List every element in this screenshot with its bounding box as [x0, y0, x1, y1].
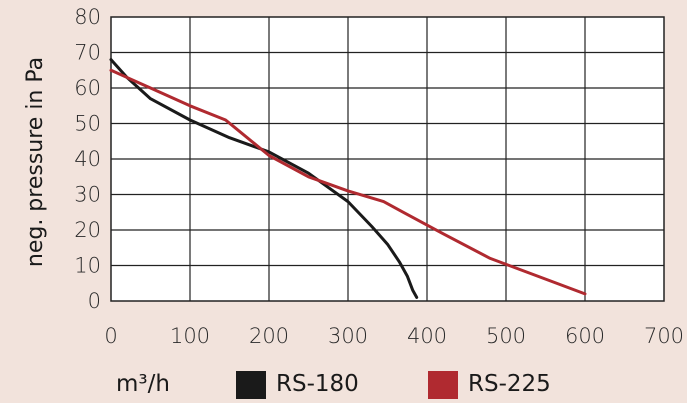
- x-axis-label: m³/h: [116, 371, 170, 397]
- series-lines: [109, 58, 587, 299]
- y-tick-label: 70: [74, 41, 101, 65]
- x-tick-label: 500: [486, 324, 526, 348]
- x-tick-label: 600: [565, 324, 605, 348]
- x-tick-labels: 0 100 200 300 400 500 600 700: [104, 324, 684, 348]
- y-tick-label: 80: [74, 5, 101, 29]
- x-tick-label: 100: [170, 324, 210, 348]
- y-tick-label: 10: [74, 254, 101, 278]
- x-tick-label: 400: [407, 324, 447, 348]
- y-axis-label: neg. pressure in Pa: [23, 57, 48, 267]
- legend-swatch-rs-225: [428, 371, 458, 399]
- series-line-rs-180: [109, 58, 419, 299]
- x-tick-label: 0: [104, 324, 117, 348]
- y-tick-labels: 0 10 20 30 40 50 60 70 80: [74, 5, 101, 313]
- y-tick-label: 0: [88, 289, 101, 313]
- y-tick-label: 50: [74, 112, 101, 136]
- grid-lines: [111, 17, 664, 301]
- x-tick-label: 300: [328, 324, 368, 348]
- legend-label-rs-180: RS-180: [276, 371, 359, 397]
- legend: RS-180 RS-225: [236, 371, 551, 399]
- y-tick-label: 20: [74, 218, 101, 242]
- x-tick-label: 700: [644, 324, 684, 348]
- series-line-rs-225: [109, 68, 587, 296]
- y-tick-label: 40: [74, 147, 101, 171]
- legend-label-rs-225: RS-225: [468, 371, 551, 397]
- x-tick-label: 200: [249, 324, 289, 348]
- y-tick-label: 60: [74, 76, 101, 100]
- legend-swatch-rs-180: [236, 371, 266, 399]
- y-tick-label: 30: [74, 183, 101, 207]
